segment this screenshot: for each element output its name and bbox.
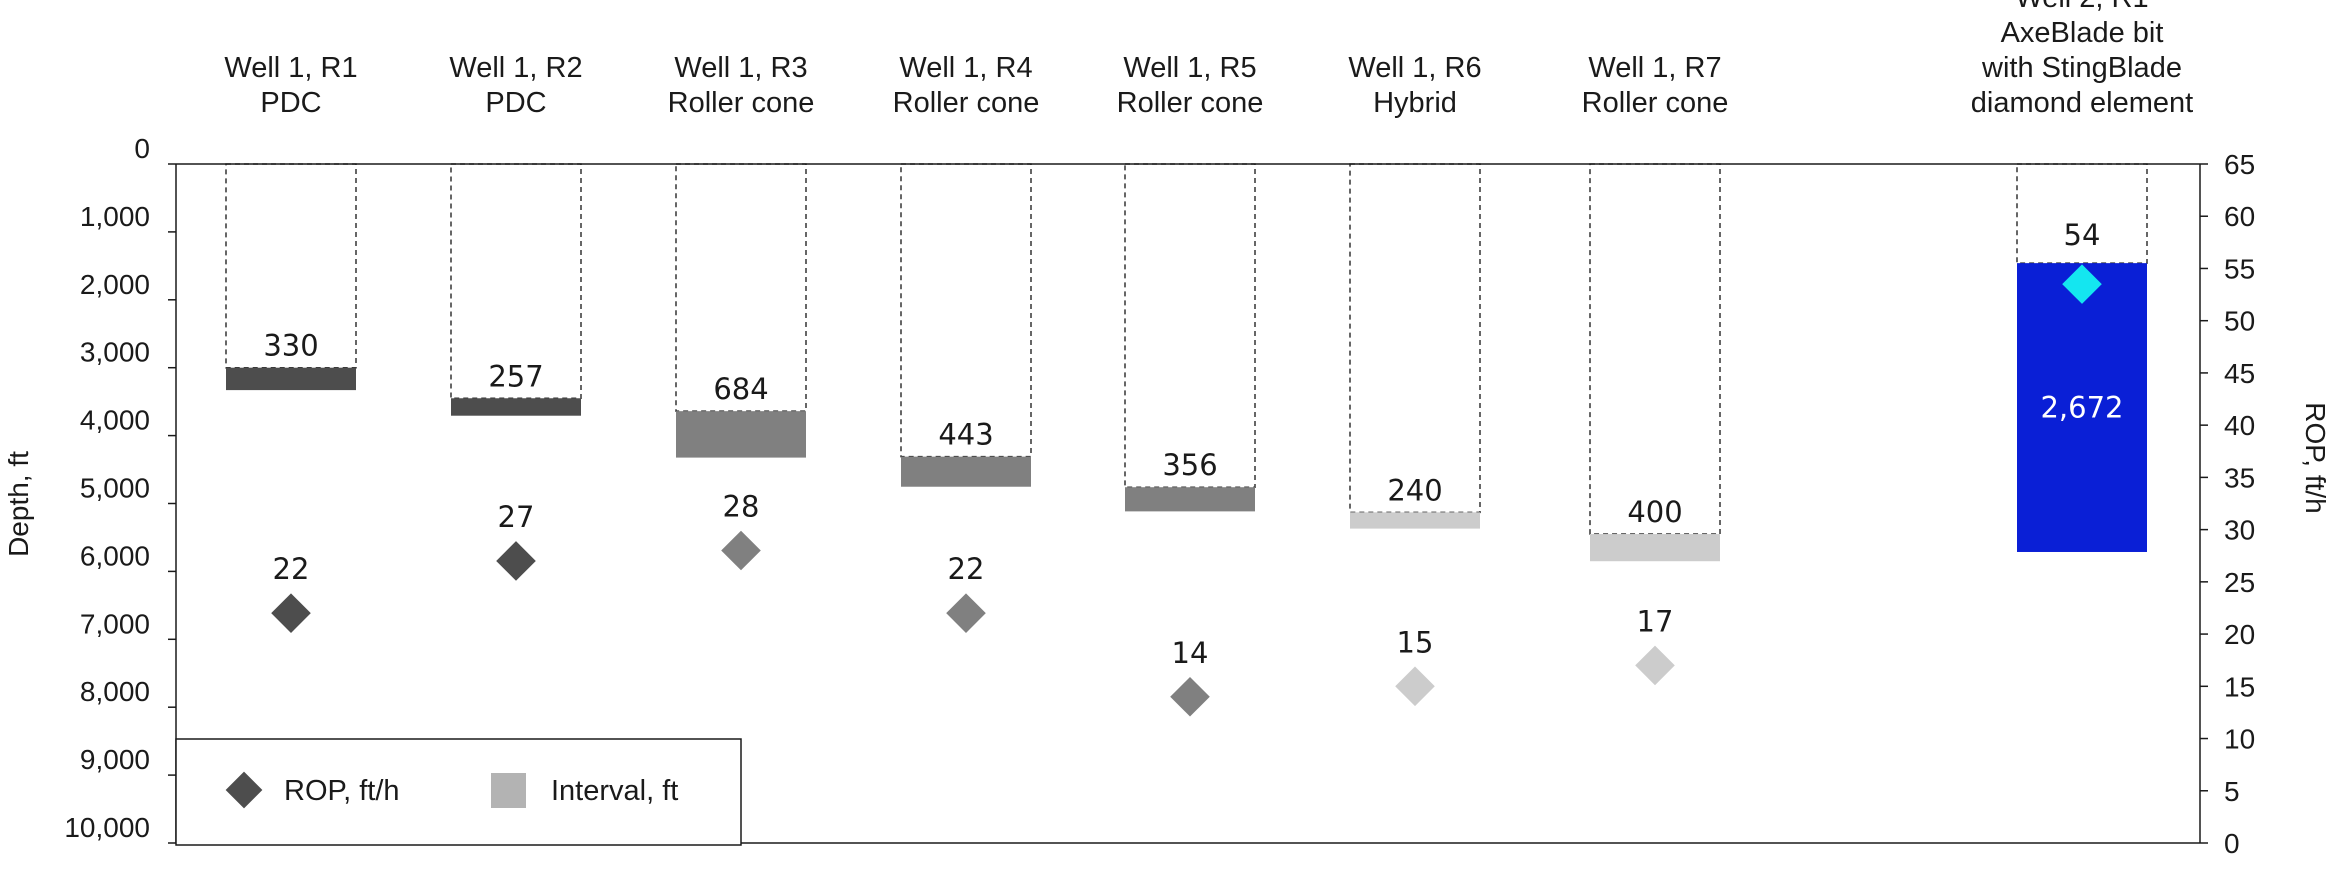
interval-label: 356 [1162,448,1217,482]
rop-label: 17 [1637,604,1674,638]
interval-bar [2017,263,2147,552]
interval-labels: 330 257 684 443 356 240 400 2,672 [263,329,2123,529]
category-label: Hybrid [1373,87,1457,119]
right-axis-tick-label: 30 [2224,515,2255,546]
left-axis-tick-label: 1,000 [80,201,150,232]
category-label: Well 1, R6 [1348,52,1481,84]
rop-marker [496,541,536,581]
right-axis-title: ROP, ft/h [2300,402,2331,514]
category-label: PDC [260,87,321,119]
rop-marker [271,593,311,633]
right-axis-tick-label: 5 [2224,776,2240,807]
category-label: Well 1, R5 [1123,52,1256,84]
legend-box [175,738,742,846]
category-label: Roller cone [1582,87,1729,119]
left-axis-tick-label: 0 [134,133,150,164]
left-axis-tick-label: 9,000 [80,744,150,775]
category-label: Roller cone [1117,87,1264,119]
category-label: Roller cone [893,87,1040,119]
left-axis-tick-label: 7,000 [80,608,150,639]
interval-label: 2,672 [2040,391,2123,425]
category-label: with StingBlade [1981,52,2182,84]
rop-label: 14 [1172,636,1209,670]
right-axis-tick-label: 20 [2224,619,2255,650]
dashed-interval-guide [1349,163,1481,514]
right-axis-tick-label: 65 [2224,149,2255,180]
axes: 0 1,000 2,000 3,000 4,000 5,000 6,000 7,000 8,00… [3,133,2331,859]
category-label: Well 1, R3 [674,52,807,84]
rop-label: 22 [948,552,985,586]
category-label: Roller cone [668,87,815,119]
interval-bar [1125,487,1255,512]
legend-rop-label: ROP, ft/h [284,775,400,807]
rop-marker [721,530,761,571]
left-axis-tick-label: 10,000 [64,812,150,843]
rop-labels: 22 27 28 22 14 15 17 54 [273,218,2101,670]
right-axis-tick-label: 25 [2224,567,2255,598]
left-axis-tick-label: 2,000 [80,269,150,300]
right-axis-tick-label: 60 [2224,201,2255,232]
category-label: Well 1, R1 [224,52,357,84]
dashed-interval-guide [900,163,1032,458]
right-axis-tick-label: 55 [2224,253,2255,284]
left-axis-title: Depth, ft [3,451,34,557]
category-label: Well 1, R7 [1588,52,1721,84]
interval-label: 443 [938,418,993,452]
rop-label: 15 [1397,625,1434,659]
left-axis-tick-label: 4,000 [80,405,150,436]
rop-marker [1170,676,1210,717]
interval-label: 400 [1627,495,1682,529]
category-label: Well 1, R4 [899,52,1032,84]
legend-interval-label: Interval, ft [551,775,678,807]
interval-label: 240 [1387,473,1442,507]
right-axis-tick-label: 10 [2224,724,2255,755]
left-axis-tick-label: 8,000 [80,676,150,707]
dashed-interval-guide [1124,163,1256,488]
category-label: AxeBlade bit [2001,17,2164,49]
rop-label: 22 [273,552,310,586]
interval-bar [226,367,356,391]
interval-label: 257 [488,359,543,393]
rop-marker [2062,264,2102,304]
category-label: PDC [485,87,546,119]
right-axis-tick-label: 40 [2224,410,2255,441]
category-label: Well 2, R1 [2015,0,2148,14]
legend-interval-marker [491,773,526,808]
left-axis-tick-label: 6,000 [80,540,150,571]
rop-label: 27 [498,500,535,534]
left-axis-tick-label: 3,000 [80,337,150,368]
rop-markers [271,264,2102,717]
legend-rop-marker [225,771,263,809]
rop-marker [1635,645,1675,686]
interval-bars [226,263,2147,562]
interval-bar [451,398,581,416]
left-axis-tick-label: 5,000 [80,473,150,504]
interval-bar [1350,512,1480,529]
interval-label: 684 [713,372,768,406]
dashed-interval-guide [1589,163,1721,535]
rop-label: 54 [2064,218,2101,252]
right-axis-tick-label: 45 [2224,358,2255,389]
interval-bar [901,456,1031,487]
legend: ROP, ft/h Interval, ft [175,738,742,846]
rop-label: 28 [723,490,760,524]
rop-marker [1395,666,1435,707]
right-axis-tick-label: 35 [2224,462,2255,493]
interval-label: 330 [263,329,318,363]
rop-marker [946,593,986,633]
interval-bar [676,411,806,458]
category-label: Well 1, R2 [449,52,582,84]
interval-bar [1590,534,1720,562]
right-axis-tick-label: 50 [2224,306,2255,337]
right-axis-tick-label: 15 [2224,671,2255,702]
category-label: diamond element [1971,87,2193,119]
right-axis-tick-label: 0 [2224,828,2240,859]
